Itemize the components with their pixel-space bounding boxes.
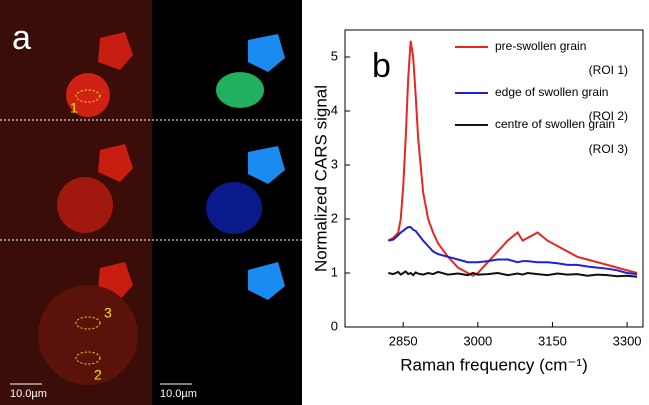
roi-label: 2: [94, 367, 102, 383]
y-tick-label: 1: [331, 264, 338, 279]
legend-roi: (ROI 2): [589, 109, 628, 123]
roi: [75, 89, 101, 103]
grain: [66, 73, 110, 117]
panel-label: a: [12, 19, 31, 57]
panel-label: b: [372, 47, 391, 85]
plot-frame: [344, 29, 644, 328]
series-line: [387, 40, 638, 277]
grain: [248, 34, 285, 72]
scale-bar-label: 10.0µm: [10, 388, 47, 400]
image-panel: a 1 3 2 10.0µm 10.0µm: [0, 0, 302, 405]
roi-label: 1: [70, 100, 78, 116]
grain: [216, 72, 264, 108]
scale-bar-label: 10.0µm: [160, 388, 197, 400]
y-tick-label: 3: [331, 156, 338, 171]
x-tick-label: 3300: [613, 333, 642, 348]
legend-label: pre-swollen grain: [495, 39, 586, 53]
y-axis-label: Normalized CARS signal: [311, 85, 330, 272]
x-tick-label: 2850: [389, 333, 418, 348]
x-tick-label: 3000: [463, 333, 492, 348]
legend-roi: (ROI 3): [589, 142, 628, 156]
chart: 0 1 2 3 4 5 2850 3000 3150 3300 Raman frequency (c…: [311, 29, 644, 374]
grain: [248, 146, 285, 184]
grain: [98, 144, 133, 182]
grain: [206, 182, 262, 234]
y-tick-label: 4: [331, 102, 338, 117]
y-tick-label: 0: [331, 318, 338, 333]
grain: [248, 262, 285, 300]
series-line: [388, 226, 638, 276]
y-tick-label: 2: [331, 210, 338, 225]
x-axis-label: Raman frequency (cm⁻¹): [400, 355, 588, 374]
legend-roi: (ROI 1): [589, 63, 628, 77]
grain: [98, 32, 133, 70]
roi: [75, 351, 101, 365]
grain: [57, 177, 113, 233]
legend-label: centre of swollen grain: [495, 117, 615, 131]
roi-label: 3: [104, 305, 112, 321]
series-line: [388, 270, 638, 278]
roi: [75, 316, 101, 330]
grain: [38, 285, 138, 385]
x-tick-label: 3150: [538, 333, 567, 348]
y-tick-label: 5: [331, 48, 338, 63]
legend-label: edge of swollen grain: [495, 85, 608, 99]
